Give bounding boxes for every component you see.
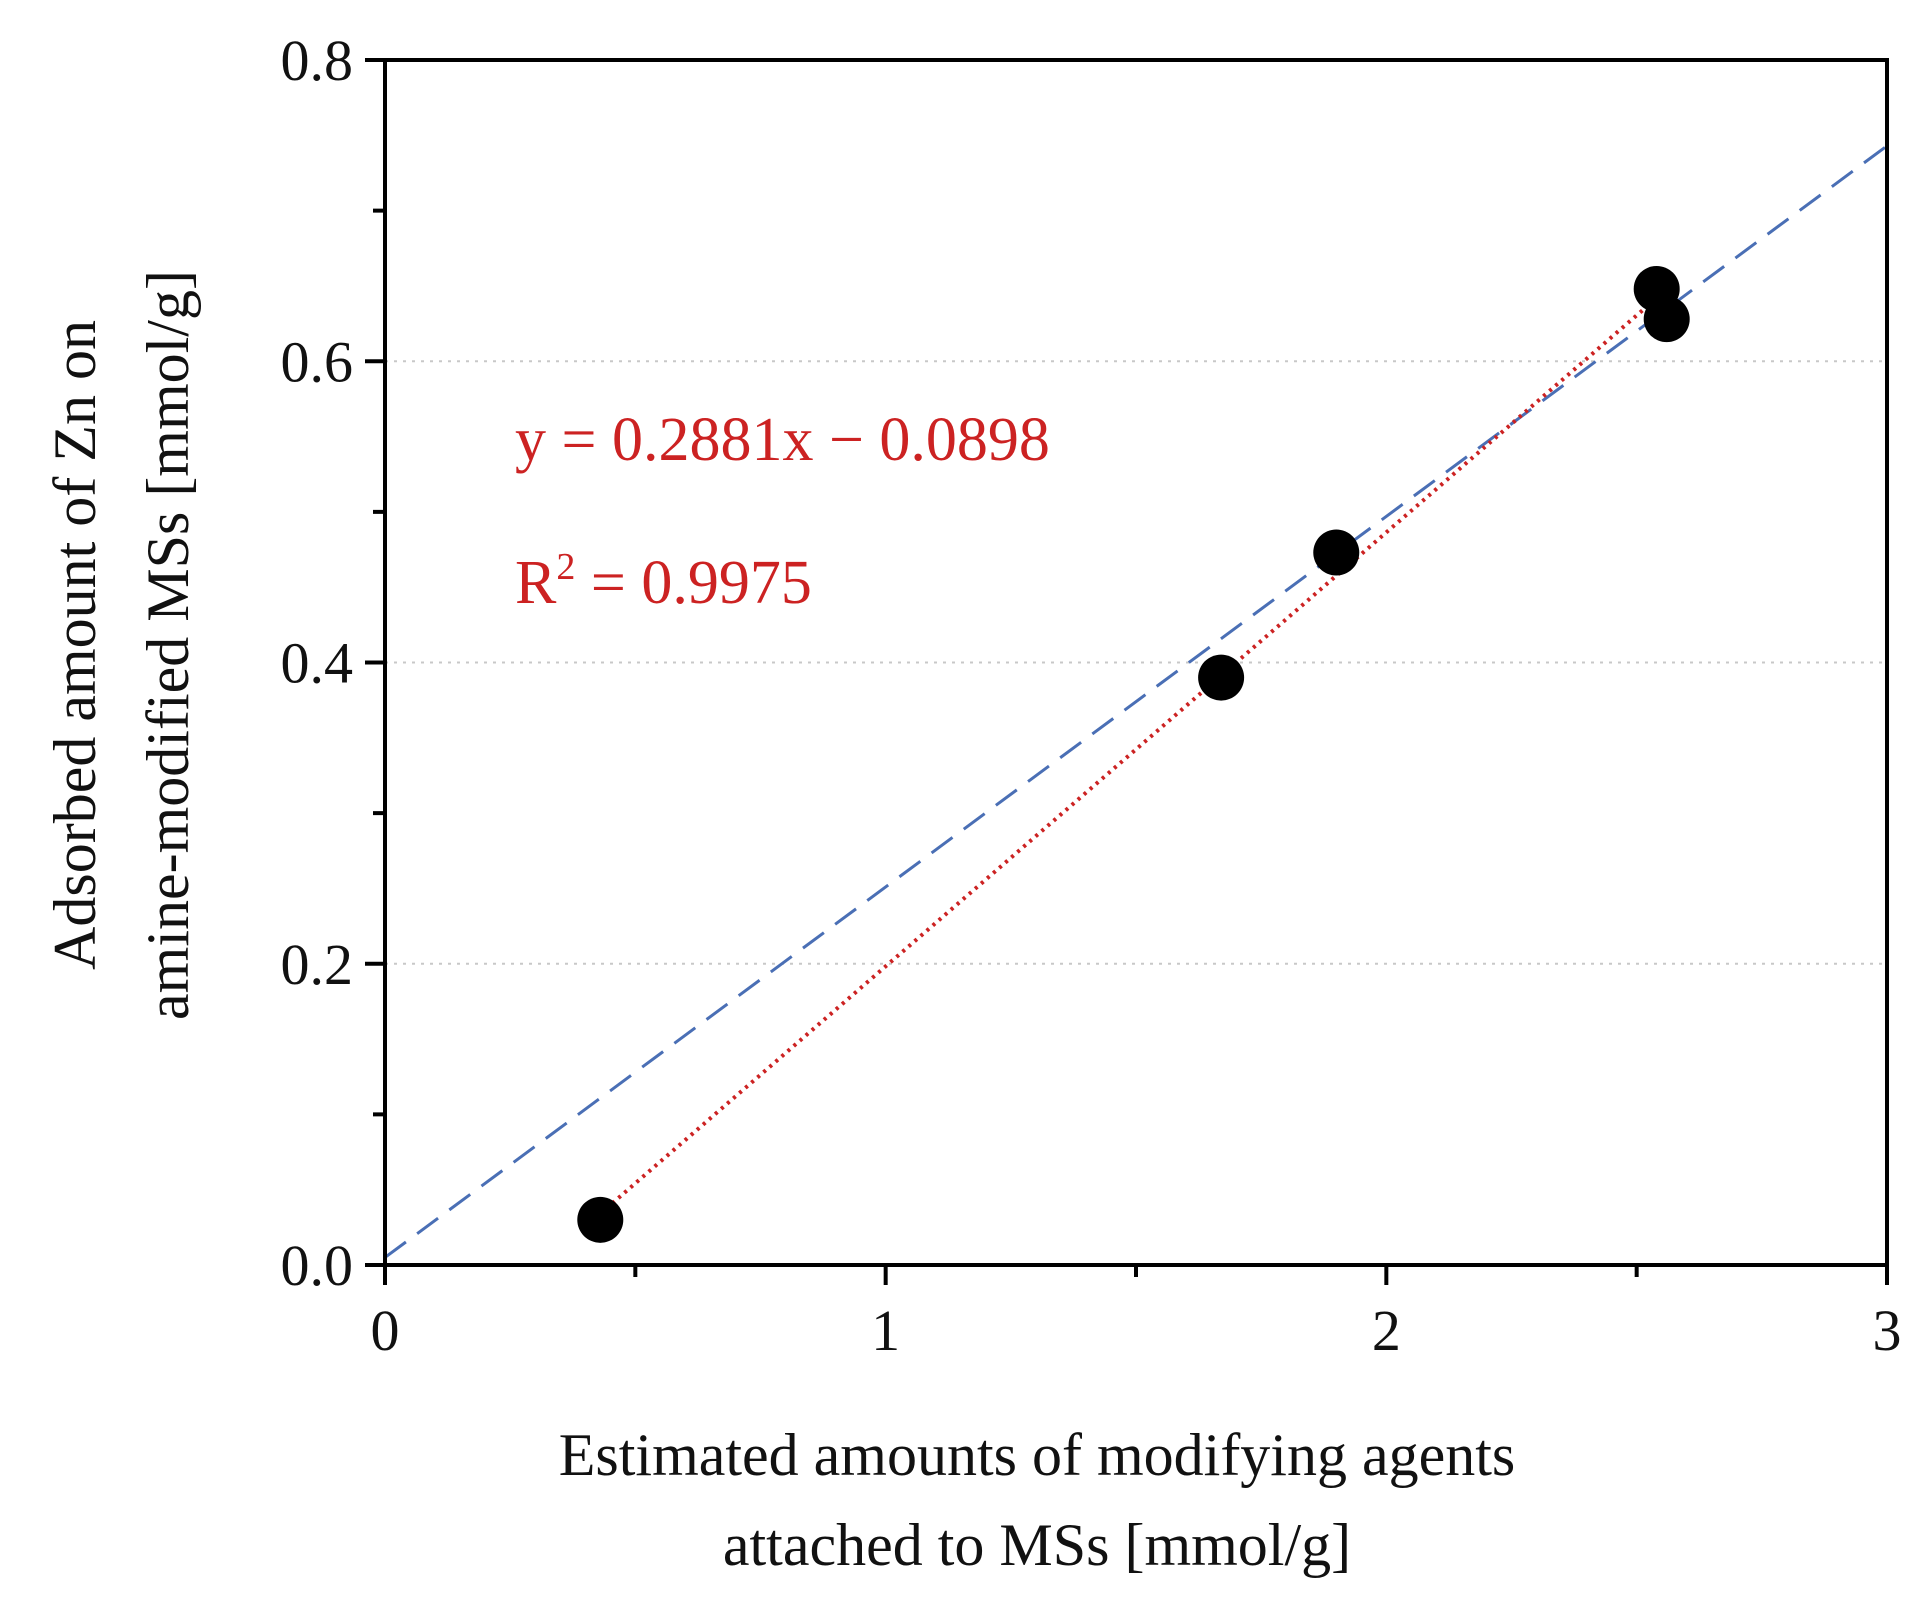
data-points xyxy=(577,265,1690,1243)
y-axis-label-line-2: amine-modified MSs [mmol/g] xyxy=(135,270,201,1020)
x-tick-label: 2 xyxy=(1372,1298,1401,1363)
x-axis-label-line-1: Estimated amounts of modifying agents xyxy=(559,1422,1516,1488)
data-point xyxy=(1313,529,1360,576)
y-tick-label: 0.2 xyxy=(281,932,354,997)
y-axis-label-line-1: Adsorbed amount of Zn on xyxy=(42,320,108,970)
r-squared-annotation: R2 = 0.9975 xyxy=(515,546,812,617)
fit-dotted-line xyxy=(598,296,1659,1216)
y-tick-label: 0.8 xyxy=(281,28,354,93)
data-point xyxy=(1198,654,1245,701)
data-point xyxy=(1643,296,1690,343)
y-tick-label: 0.6 xyxy=(281,329,354,394)
tick-labels: 0 1 2 3 0.0 0.2 0.4 0.6 0.8 xyxy=(281,28,1902,1363)
x-tick-label: 3 xyxy=(1873,1298,1902,1363)
data-point xyxy=(577,1196,624,1243)
equation-annotation: y = 0.2881x − 0.0898 xyxy=(515,406,1050,474)
gridlines xyxy=(385,360,1887,965)
x-axis-label-line-2: attached to MSs [mmol/g] xyxy=(723,1512,1351,1578)
trend-lines xyxy=(384,144,1888,1259)
axis-ticks xyxy=(365,58,1889,1285)
x-tick-label: 0 xyxy=(371,1298,400,1363)
y-tick-label: 0.4 xyxy=(281,631,354,696)
reference-dashed-line xyxy=(384,144,1888,1259)
y-tick-label: 0.0 xyxy=(281,1233,354,1298)
x-tick-label: 1 xyxy=(871,1298,900,1363)
